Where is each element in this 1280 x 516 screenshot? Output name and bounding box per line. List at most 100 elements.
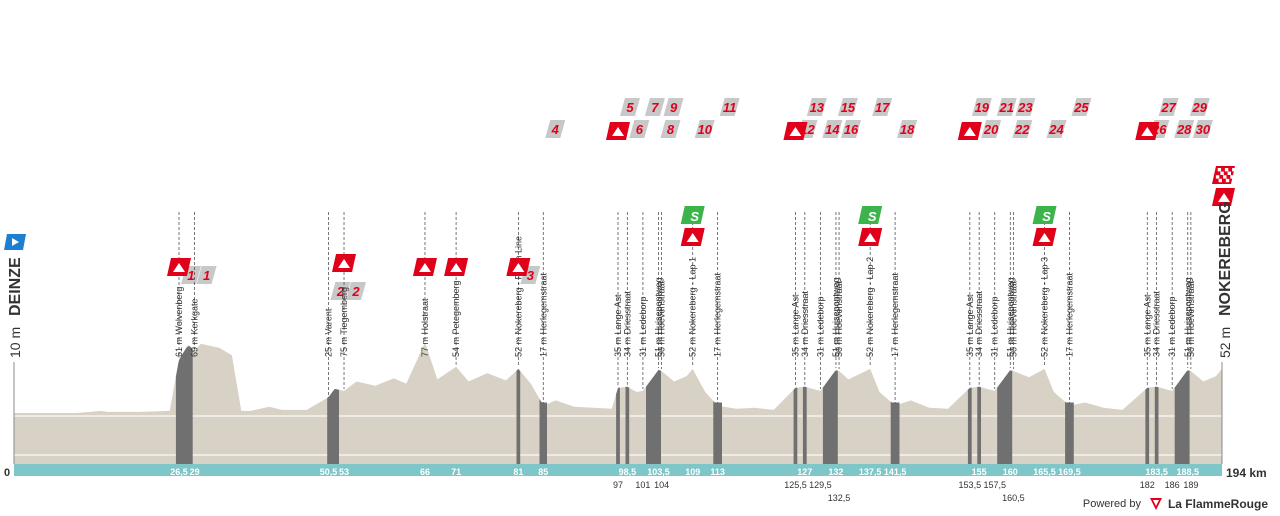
- climb-icon: [680, 228, 705, 246]
- flag-shape: [1192, 120, 1213, 138]
- waypoint-label: 61 m Wolvenberg: [174, 287, 184, 357]
- sprint-letter: S: [690, 209, 699, 224]
- km-band-label: 113: [710, 467, 725, 477]
- waypoint-number-flag: 20: [981, 120, 1002, 138]
- checker-square: [1215, 175, 1220, 179]
- powered-by-credit: Powered by La FlammeRouge: [1083, 497, 1268, 511]
- waypoint-number-flag: 4: [545, 120, 566, 138]
- km-end-label: 194 km: [1226, 466, 1267, 480]
- km-band-label: 103,5: [647, 467, 670, 477]
- km-band-label: 66: [420, 467, 430, 477]
- flag-shape: [837, 98, 858, 116]
- km-below-label: 97: [613, 480, 623, 490]
- waypoint-number: 9: [670, 100, 678, 115]
- waypoint-marker: 17 m Herlegemstraat 11: [713, 98, 740, 404]
- sector-block: [967, 387, 972, 464]
- sector-block: [890, 401, 900, 464]
- checker-square: [1232, 168, 1236, 172]
- flag-shape: [806, 98, 827, 116]
- mountain-glyph: [612, 127, 624, 136]
- waypoint-number-flag: 6: [629, 120, 650, 138]
- km-band-label: 53: [339, 467, 349, 477]
- km-below-label: 129,5: [809, 480, 832, 490]
- waypoint-label: 17 m Herlegemstraat: [538, 272, 548, 357]
- waypoint-marker: 50 m Hoevenstraat 9: [657, 98, 684, 369]
- sector-block: [616, 387, 620, 464]
- waypoint-label: 17 m Herlegemstraat: [1064, 272, 1074, 357]
- checker-square: [1225, 178, 1230, 183]
- sector-block: [977, 386, 981, 464]
- waypoint-marker: 31 m Ledeborp 7: [638, 98, 665, 389]
- waypoint-label: 35 m Lange Ast: [1142, 294, 1152, 357]
- waypoint-marker: 51 m Huisepontweg 22: [1005, 120, 1033, 368]
- waypoint-marker: 31 m Ledeborp 28: [1167, 120, 1195, 389]
- waypoint-marker: 35 m Lange Ast 19: [957, 98, 992, 386]
- waypoint-number-flag: 2: [330, 282, 351, 300]
- brand-name: La FlammeRouge: [1167, 497, 1268, 511]
- sprint-flag-shape: [680, 206, 705, 224]
- km-band-label: 160: [1003, 467, 1018, 477]
- waypoint-label: 51 m Huisepontweg: [653, 277, 663, 357]
- waypoint-number: 16: [844, 122, 859, 137]
- km-below-label: 101: [635, 480, 650, 490]
- start-altitude: 10 m: [7, 327, 23, 358]
- flag-shape: [663, 98, 684, 116]
- km-band-label: 127: [797, 467, 812, 477]
- waypoint-label: 34 m Driesstraat: [1152, 290, 1162, 357]
- km-band-label: 50,5: [320, 467, 338, 477]
- sector-block: [175, 346, 193, 464]
- sector-block: [1174, 370, 1190, 464]
- waypoint-number: 27: [1160, 100, 1176, 115]
- waypoint-label: 51 m Huisepontweg: [1183, 277, 1193, 357]
- waypoint-number-flag: 13: [806, 98, 827, 116]
- waypoint-marker: 50 m Hoevenstraat 23: [1008, 98, 1036, 369]
- sector-block: [516, 368, 521, 464]
- waypoint-marker: 75 m Tiegemberg 2: [332, 212, 367, 389]
- climb-icon: [783, 122, 808, 140]
- waypoint-number: 24: [1048, 122, 1064, 137]
- km-below-label: 160,5: [1002, 493, 1025, 503]
- waypoint-marker: 77 m Holstraat: [412, 212, 437, 357]
- waypoint-marker: 52 m Nokereberg - Finish Line 3: [506, 212, 541, 367]
- km-band: [14, 464, 1222, 476]
- flag-shape: [1158, 98, 1179, 116]
- sector-block: [539, 399, 547, 464]
- flag-shape: [545, 120, 566, 138]
- waypoint-marker: 54 m Petegemberg: [444, 212, 469, 365]
- waypoint-marker: 52 m Nokereberg - Lap 3 24 S: [1032, 120, 1067, 367]
- waypoint-label: 17 m Herlegemstraat: [713, 272, 723, 357]
- waypoint-number-flag: 28: [1174, 120, 1195, 138]
- waypoint-label: 54 m Petegemberg: [451, 280, 461, 357]
- waypoint-marker: 69 m Kerkgate 1: [190, 212, 217, 357]
- waypoint-label: 77 m Holstraat: [420, 298, 430, 357]
- waypoint-label: 50 m Hoevenstraat: [1008, 280, 1018, 357]
- flag-shape: [719, 98, 740, 116]
- checker-square: [1224, 168, 1229, 172]
- waypoint-number: 17: [875, 100, 890, 115]
- waypoint-number: 25: [1073, 100, 1089, 115]
- waypoint-label: 31 m Ledeborp: [815, 296, 825, 357]
- flag-shape: [644, 98, 665, 116]
- km-below-label: 125,5: [784, 480, 807, 490]
- km-band-label: 98,5: [619, 467, 637, 477]
- waypoint-number-flag: 21: [996, 98, 1017, 116]
- flag-shape: [897, 120, 918, 138]
- waypoint-marker: 17 m Herlegemstraat 25: [1064, 98, 1092, 404]
- km-below-label: 132,5: [828, 493, 851, 503]
- checker-square: [1223, 175, 1227, 179]
- climb-icon: [606, 122, 630, 140]
- waypoint-number-flag: 7: [644, 98, 665, 116]
- waypoint-number: 2: [351, 284, 360, 299]
- climb-icon: [167, 258, 192, 276]
- waypoint-number-flag: 2: [346, 282, 367, 300]
- flag-shape: [196, 266, 217, 284]
- waypoint-number-flag: 17: [872, 98, 893, 116]
- sprint-icon: S: [1032, 206, 1057, 224]
- waypoint-label: 34 m Driesstraat: [974, 290, 984, 357]
- waypoint-marker: 17 m Herlegemstraat 4: [538, 120, 566, 404]
- waypoint-label: 31 m Ledeborp: [1167, 296, 1177, 357]
- waypoint-label: 52 m Nokereberg - Lap 3: [1040, 257, 1050, 357]
- waypoint-number: 14: [825, 122, 840, 137]
- waypoint-label: 51 m Huisepontweg: [1005, 277, 1015, 357]
